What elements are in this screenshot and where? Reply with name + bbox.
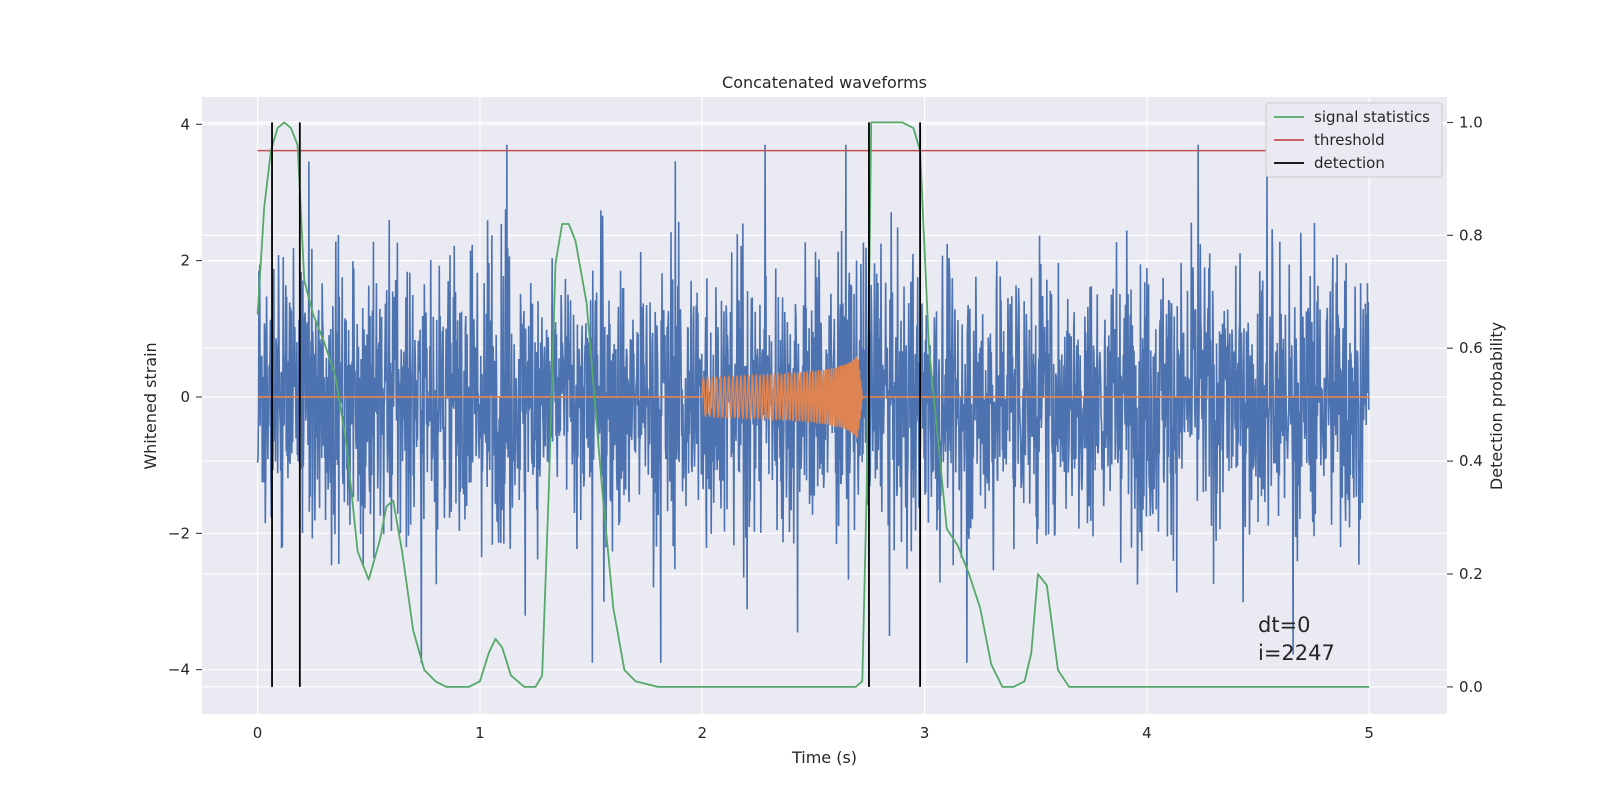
template-chirp-series	[257, 356, 1370, 439]
y-tick-label: 4	[180, 115, 190, 133]
ticks: 0 1 2 3 4 5 −4 −2 0 2 4 0.0 0.2 0.4 0.6 0.8 1.0	[168, 113, 1483, 742]
y-axis-label: Whitened strain	[141, 342, 160, 469]
y-right-tick-label: 0.6	[1459, 339, 1483, 357]
annotation-i: i=2247	[1258, 641, 1335, 665]
x-tick-label: 5	[1364, 724, 1374, 742]
x-tick-label: 3	[920, 724, 930, 742]
y-tick-label: −2	[168, 524, 190, 542]
legend-box	[1265, 102, 1443, 178]
detection-probability-series	[256, 121, 1370, 688]
y-right-tick-label: 0.8	[1459, 226, 1483, 244]
y-right-tick-label: 1.0	[1459, 113, 1483, 131]
y-right-tick-label: 0.2	[1459, 565, 1483, 583]
x-tick-label: 4	[1142, 724, 1152, 742]
x-tick-label: 2	[697, 724, 707, 742]
legend: signal statistics threshold detection	[1265, 102, 1443, 178]
legend-label-detection: detection	[1314, 154, 1385, 172]
y-axis-right-label: Detection probability	[1487, 322, 1506, 490]
x-tick-label: 0	[253, 724, 263, 742]
x-axis-label: Time (s)	[791, 748, 857, 767]
y-right-tick-label: 0.0	[1459, 678, 1483, 696]
template-chirp-line	[701, 356, 864, 439]
annotation-dt: dt=0	[1258, 613, 1311, 637]
y-tick-label: −4	[168, 661, 190, 679]
y-tick-label: 2	[180, 252, 190, 270]
legend-label-threshold: threshold	[1314, 131, 1385, 149]
legend-label-signal-statistics: signal statistics	[1314, 108, 1430, 126]
x-tick-label: 1	[475, 724, 485, 742]
y-right-tick-label: 0.4	[1459, 452, 1483, 470]
signal-statistics-line	[256, 121, 1370, 688]
chart-title: Concatenated waveforms	[722, 73, 927, 92]
y-tick-label: 0	[180, 388, 190, 406]
